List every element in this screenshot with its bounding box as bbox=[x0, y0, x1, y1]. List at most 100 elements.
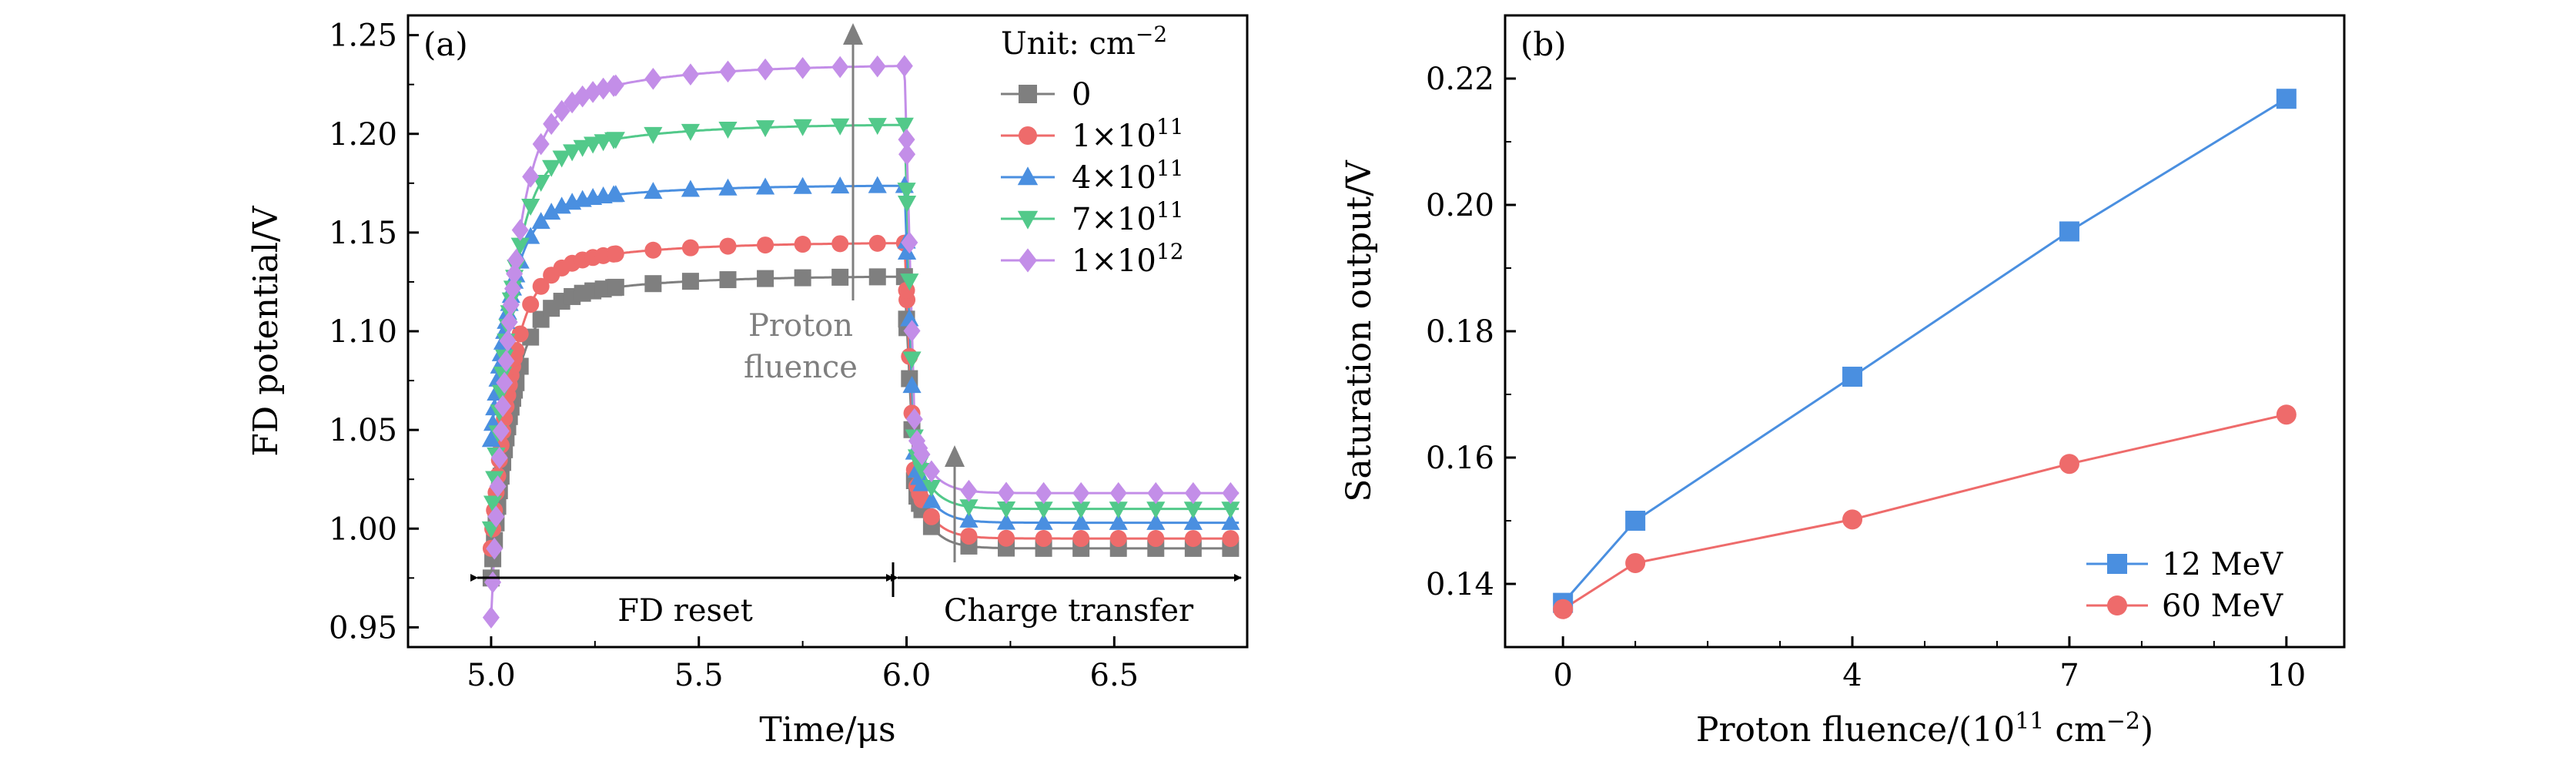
marker-a-4 bbox=[506, 263, 524, 285]
marker-b-1-0 bbox=[1553, 599, 1574, 619]
marker-a-1 bbox=[868, 234, 886, 252]
marker-a-4 bbox=[644, 67, 662, 90]
marker-a-2 bbox=[831, 176, 850, 194]
marker-a-4 bbox=[507, 249, 525, 271]
marker-a-0 bbox=[681, 273, 699, 290]
marker-a-2 bbox=[1034, 512, 1053, 530]
marker-a-4 bbox=[494, 394, 512, 418]
x-tick-label-a: 5.5 bbox=[674, 658, 724, 693]
marker-a-4 bbox=[1072, 481, 1090, 505]
marker-a-4 bbox=[1147, 481, 1165, 505]
marker-a-3 bbox=[510, 237, 530, 255]
marker-a-3 bbox=[793, 119, 812, 136]
marker-a-4 bbox=[497, 350, 515, 372]
y-tick-label-a: 1.25 bbox=[329, 18, 397, 54]
marker-a-4 bbox=[543, 112, 560, 136]
marker-b-0-3 bbox=[2059, 221, 2079, 242]
x-axis-label-b: Proton fluence/(1011 cm−2) bbox=[1696, 708, 2153, 750]
marker-a-3 bbox=[1034, 501, 1053, 519]
marker-a-4 bbox=[903, 320, 921, 342]
marker-a-4 bbox=[895, 55, 913, 77]
marker-a-3 bbox=[902, 351, 922, 369]
marker-a-4 bbox=[499, 330, 517, 352]
marker-a-3 bbox=[1183, 501, 1203, 519]
marker-a-4 bbox=[757, 58, 774, 81]
fluence-arrowhead-main bbox=[843, 23, 863, 45]
x-tick-label-b: 10 bbox=[2267, 658, 2306, 693]
x-tick-label-b: 4 bbox=[1842, 658, 1862, 693]
marker-a-2 bbox=[868, 176, 887, 193]
marker-a-4 bbox=[502, 293, 520, 316]
marker-a-4 bbox=[1222, 481, 1239, 505]
marker-a-4 bbox=[922, 460, 940, 483]
marker-a-4 bbox=[913, 443, 931, 466]
marker-b-1-4 bbox=[2276, 404, 2297, 425]
marker-a-2 bbox=[922, 491, 942, 508]
y-tick-label-b: 0.16 bbox=[1426, 441, 1494, 476]
marker-a-2 bbox=[996, 512, 1016, 530]
plot-a-ticks: 5.0 5.5 6.0 6.5 0.95 1.00 1.05 1.10 1.15 1.20 1.25 bbox=[329, 18, 1139, 693]
marker-a-1 bbox=[1222, 530, 1239, 548]
marker-a-0 bbox=[831, 268, 849, 286]
panel-a-label: (a) bbox=[423, 25, 468, 63]
marker-a-1 bbox=[922, 508, 940, 525]
legend-a-marker-4 bbox=[1019, 248, 1037, 273]
marker-a-2 bbox=[718, 178, 738, 196]
marker-a-2 bbox=[755, 177, 775, 195]
marker-a-1 bbox=[998, 529, 1015, 547]
charge-transfer-label: Charge transfer bbox=[944, 593, 1194, 629]
fd-reset-label: FD reset bbox=[617, 593, 753, 629]
marker-a-4 bbox=[898, 128, 915, 151]
marker-a-4 bbox=[960, 479, 978, 502]
marker-a-3 bbox=[521, 198, 540, 216]
legend-b-marker-1 bbox=[2107, 595, 2127, 615]
marker-a-4 bbox=[486, 537, 503, 560]
marker-b-0-2 bbox=[1842, 367, 1863, 387]
marker-a-3 bbox=[1072, 501, 1091, 519]
marker-a-2 bbox=[1146, 512, 1166, 530]
legend-a-label-4: 1×1012 bbox=[1072, 239, 1184, 279]
marker-a-4 bbox=[719, 60, 737, 83]
marker-a-2 bbox=[1221, 512, 1240, 530]
y-axis-label-b: Saturation output/V bbox=[1340, 159, 1379, 502]
plot-a-markers bbox=[481, 55, 1240, 629]
marker-a-3 bbox=[895, 117, 914, 135]
legend-a-marker-1 bbox=[1019, 126, 1037, 145]
marker-a-0 bbox=[794, 269, 811, 287]
marker-a-2 bbox=[644, 182, 663, 200]
legend-b: 12 MeV 60 MeV bbox=[2086, 547, 2283, 624]
series-line-b-0 bbox=[1562, 97, 2287, 604]
proton-fluence-note-line2: fluence bbox=[744, 350, 858, 385]
legend-a-marker-2 bbox=[1017, 166, 1039, 186]
legend-a-label-0: 0 bbox=[1072, 77, 1091, 112]
marker-a-0 bbox=[644, 275, 662, 293]
marker-a-0 bbox=[757, 270, 774, 287]
marker-a-4 bbox=[831, 55, 849, 79]
marker-a-3 bbox=[922, 479, 942, 497]
marker-a-4 bbox=[901, 231, 918, 254]
marker-a-2 bbox=[531, 212, 550, 230]
legend-b-label-0: 12 MeV bbox=[2162, 547, 2283, 582]
marker-a-4 bbox=[681, 63, 699, 86]
y-tick-label-a: 1.20 bbox=[329, 117, 397, 153]
fluence-arrowhead-tail bbox=[945, 445, 965, 467]
marker-a-4 bbox=[1109, 481, 1127, 505]
marker-a-2 bbox=[1183, 512, 1203, 530]
marker-a-3 bbox=[485, 471, 504, 488]
legend-a-title: Unit: cm−2 bbox=[1001, 22, 1167, 62]
marker-a-3 bbox=[542, 159, 561, 177]
y-tick-label-a: 1.10 bbox=[329, 314, 397, 350]
marker-a-4 bbox=[1035, 481, 1052, 505]
series-line-a-0 bbox=[490, 275, 1239, 579]
marker-a-2 bbox=[793, 176, 812, 194]
x-tick-label-a: 5.0 bbox=[467, 658, 516, 693]
marker-a-2 bbox=[1072, 512, 1091, 530]
marker-a-3 bbox=[552, 150, 571, 168]
marker-a-1 bbox=[532, 277, 550, 295]
marker-a-3 bbox=[1146, 501, 1166, 519]
marker-a-4 bbox=[868, 55, 886, 78]
marker-a-4 bbox=[532, 132, 550, 156]
marker-a-1 bbox=[511, 325, 529, 343]
marker-a-4 bbox=[574, 85, 591, 108]
